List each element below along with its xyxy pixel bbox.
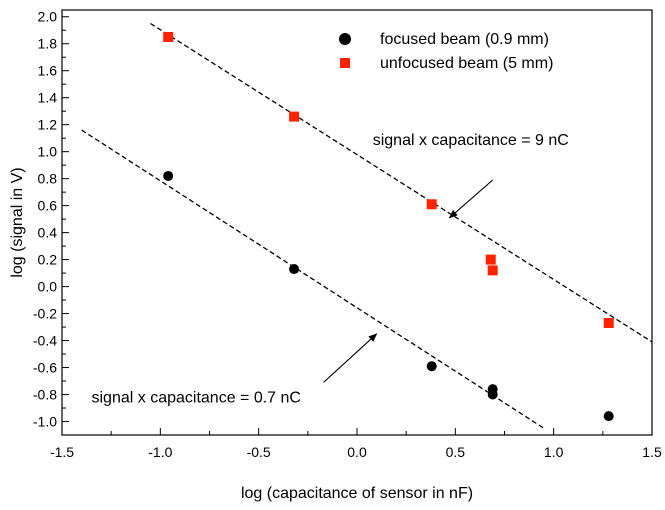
unfocused-beam-point [485,254,496,265]
plot-frame [61,9,653,436]
y-tick-label: -0.2 [33,306,57,322]
y-tick-label: -0.4 [33,333,57,349]
y-tick-label: -0.8 [33,387,57,403]
y-tick-label: 1.4 [38,90,58,106]
fit-line [81,129,545,429]
fit-line [150,22,653,343]
focused-beam-point [163,170,174,181]
legend-label: focused beam (0.9 mm) [380,31,549,48]
unfocused-beam-point [426,199,437,210]
x-tick-label: 0.0 [347,444,367,460]
unfocused-beam-point [163,31,174,42]
y-tick-label: 0.8 [38,171,58,187]
unfocused-beam-point [603,318,614,329]
x-tick-label: 1.5 [642,444,662,460]
y-tick-label: 1.2 [38,117,58,133]
y-tick-label: 1.6 [38,63,58,79]
focused-beam-point [603,411,614,422]
x-tick-label: 1.0 [544,444,564,460]
data-points [163,31,614,422]
y-axis-title: log (signal in V) [9,167,26,277]
legend-label: unfocused beam (5 mm) [380,55,553,72]
x-tick-label: 0.5 [446,444,466,460]
y-tick-label: -0.6 [33,360,57,376]
legend-marker-square [340,58,350,68]
x-tick-label: -1.0 [148,444,172,460]
y-tick-label: 1.8 [38,36,58,52]
fit-lines [81,22,653,429]
legend: focused beam (0.9 mm) unfocused beam (5 m… [339,31,553,72]
y-tick-label: 1.0 [38,144,58,160]
axes: -1.5 -1.0 -0.5 0.0 0.5 1.0 1.5 -1.0 -0.8 -0.6 -0.4… [33,9,662,460]
y-tick-label: -1.0 [33,414,57,430]
unfocused-beam-point [289,111,300,122]
annotation-label: signal x capacitance = 9 nC [373,132,569,149]
x-tick-label: -1.5 [50,444,74,460]
y-tick-label: 2.0 [38,9,58,25]
focused-beam-point [289,264,300,275]
y-tick-label: 0.6 [38,198,58,214]
x-axis-title: log (capacitance of sensor in nF) [241,485,473,502]
unfocused-beam-point [487,265,498,276]
x-tick-label: -0.5 [247,444,271,460]
annotation-arrow [448,179,494,219]
legend-marker-circle [339,33,351,45]
annotations: signal x capacitance = 9 nC signal x capa… [92,132,569,407]
y-tick-label: 0.2 [38,252,58,268]
focused-beam-point [487,389,498,400]
focused-beam-point [426,361,437,372]
y-tick-label: 0.4 [38,225,58,241]
annotation-label: signal x capacitance = 0.7 nC [92,390,301,407]
y-tick-label: 0.0 [38,279,58,295]
annotation-arrow [323,333,378,383]
